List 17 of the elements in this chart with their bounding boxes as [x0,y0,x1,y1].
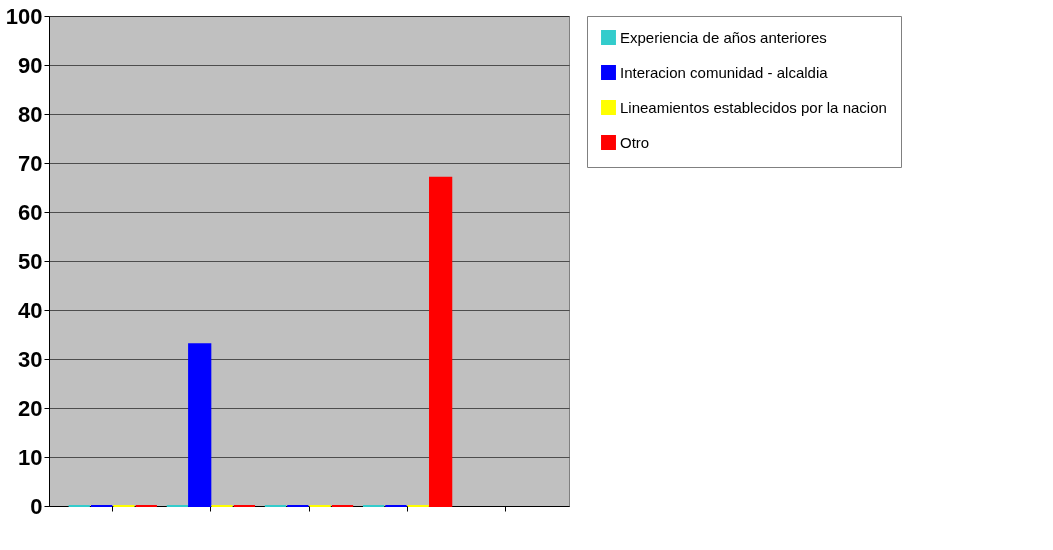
y-tick-label: 100 [5,3,43,29]
y-tick-label: 10 [18,444,43,470]
legend-label: Experiencia de años anteriores [620,28,827,46]
legend-label: Otro [620,133,650,151]
y-tick-label: 70 [18,150,43,176]
bar [429,176,453,507]
y-tick-label: 40 [18,297,43,323]
y-tick-label: 20 [18,395,43,421]
legend-label: Interacion comunidad - alcaldia [620,63,829,81]
legend-label: Lineamientos establecidos por la nacion [620,98,887,116]
y-tick-label: 60 [18,199,43,225]
bar [188,343,212,507]
y-tick-label: 90 [18,52,43,78]
y-tick-label: 0 [30,493,43,519]
y-tick-label: 50 [18,248,43,274]
y-tick-label: 80 [18,101,43,127]
y-tick-label: 30 [18,346,43,372]
